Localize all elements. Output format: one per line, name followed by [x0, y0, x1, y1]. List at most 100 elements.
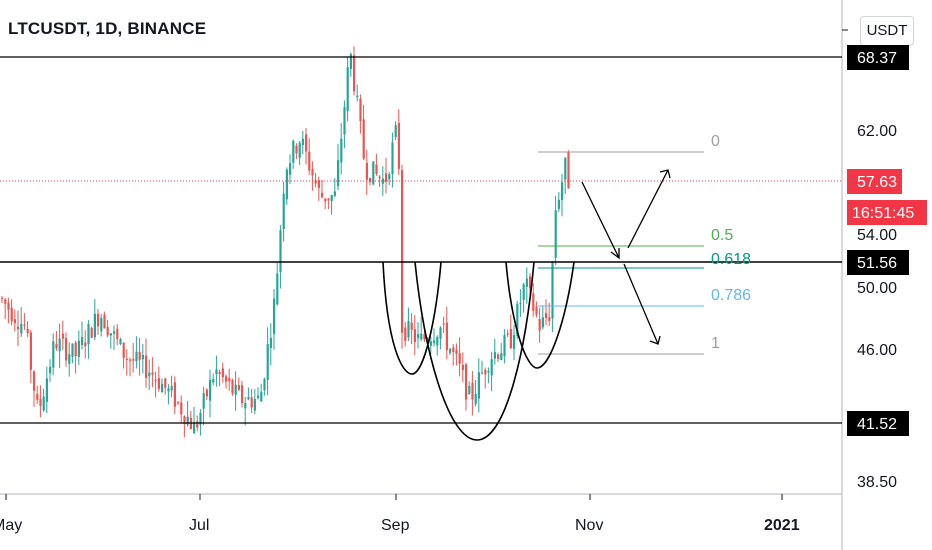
- candle-body: [500, 353, 503, 361]
- candle-body: [81, 336, 84, 346]
- time-label-2021: 2021: [764, 517, 800, 534]
- candle-body: [554, 210, 557, 258]
- price-tick: 46.00: [857, 342, 897, 359]
- candle-body: [145, 355, 148, 379]
- candle-body: [487, 371, 490, 373]
- candle-body: [340, 138, 343, 163]
- price-tick: 38.50: [857, 474, 897, 491]
- candle-body: [516, 303, 519, 336]
- level-label-68-box: [847, 45, 909, 70]
- candle-body: [513, 334, 516, 349]
- candle-body: [151, 372, 154, 375]
- candle-body: [506, 333, 509, 335]
- time-label-may: May: [0, 517, 22, 534]
- candle-body: [397, 123, 400, 169]
- candle-body: [301, 138, 304, 145]
- fib-label-1: 1: [711, 335, 720, 352]
- candle-body: [362, 119, 365, 159]
- candle-body: [413, 329, 416, 342]
- candle-body: [141, 354, 144, 360]
- candle-body: [365, 162, 368, 180]
- candle-body: [10, 307, 13, 322]
- candle-body: [71, 343, 74, 357]
- time-label-sep: Sep: [381, 517, 410, 534]
- candle-body: [359, 98, 362, 122]
- candle-body: [433, 340, 436, 344]
- candle-body: [321, 192, 324, 198]
- candle-body: [522, 284, 525, 300]
- candle-body: [461, 364, 464, 370]
- candle-body: [324, 198, 327, 202]
- candle-body: [221, 368, 224, 378]
- level-label-41-box: [847, 411, 909, 436]
- candle-body: [228, 377, 231, 382]
- candle-body: [132, 358, 135, 361]
- candle-body: [493, 352, 496, 359]
- candle-body: [314, 180, 317, 184]
- candle-body: [215, 369, 218, 375]
- candle-body: [100, 317, 103, 332]
- countdown-label: 16:51:45: [852, 205, 914, 222]
- fib-label-0: 0: [711, 133, 720, 150]
- arrow-up-target: [627, 169, 669, 249]
- candle-body: [458, 353, 461, 364]
- candle-body: [282, 193, 285, 230]
- candle-body: [4, 299, 7, 304]
- candle-body: [135, 351, 138, 362]
- candle-body: [106, 327, 109, 336]
- candle-body: [391, 142, 394, 175]
- candle-body: [84, 342, 87, 347]
- candle-body: [68, 354, 71, 364]
- candle-body: [61, 333, 64, 339]
- candle-body: [519, 303, 522, 305]
- candle-body: [129, 359, 132, 361]
- price-labels: 68.37 57.63 16:51:45 51.56 41.52: [847, 45, 927, 436]
- candle-body: [449, 349, 452, 353]
- candle-body: [170, 386, 173, 391]
- candle-body: [234, 384, 237, 395]
- candle-body: [55, 344, 58, 349]
- candle-body: [561, 182, 564, 200]
- price-tick: 50.00: [857, 280, 897, 297]
- candle-body: [45, 378, 48, 402]
- fib-retracement[interactable]: 0 0.5 0.618 0.786 1: [538, 133, 751, 355]
- candle-body: [308, 151, 311, 171]
- candle-body: [423, 334, 426, 340]
- candle-body: [333, 191, 336, 196]
- left-shoulder-arc: [382, 261, 442, 375]
- candle-body: [372, 161, 375, 185]
- candle-body: [381, 178, 384, 184]
- fib-label-0-618: 0.618: [711, 251, 751, 268]
- price-axis: 62.00 50.00 46.00 38.50 54.00: [857, 123, 897, 491]
- candle-body: [122, 342, 125, 359]
- candlestick-series: [1, 46, 570, 438]
- candle-body: [77, 340, 80, 357]
- candle-body: [317, 180, 320, 189]
- candle-body: [154, 379, 157, 381]
- candle-body: [23, 324, 26, 326]
- candle-body: [292, 140, 295, 163]
- candle-body: [529, 276, 532, 288]
- candle-body: [375, 164, 378, 174]
- time-label-nov: Nov: [575, 517, 603, 534]
- projection-arrows[interactable]: [581, 169, 671, 345]
- candle-body: [52, 341, 55, 368]
- candle-body: [173, 382, 176, 407]
- candle-body: [417, 334, 420, 339]
- candle-body: [29, 332, 32, 370]
- inverse-head-and-shoulders[interactable]: [382, 261, 575, 441]
- candle-body: [420, 333, 423, 340]
- candle-body: [263, 379, 266, 391]
- candle-body: [93, 313, 96, 338]
- candle-body: [65, 338, 68, 361]
- candle-body: [484, 369, 487, 375]
- candle-body: [247, 396, 250, 400]
- candle-body: [49, 366, 52, 374]
- candle-body: [401, 170, 404, 333]
- candle-body: [545, 313, 548, 319]
- time-label-jul: Jul: [189, 517, 209, 534]
- candle-body: [183, 416, 186, 425]
- arrow-down-to-fib: [581, 181, 620, 259]
- head-arc: [414, 261, 535, 441]
